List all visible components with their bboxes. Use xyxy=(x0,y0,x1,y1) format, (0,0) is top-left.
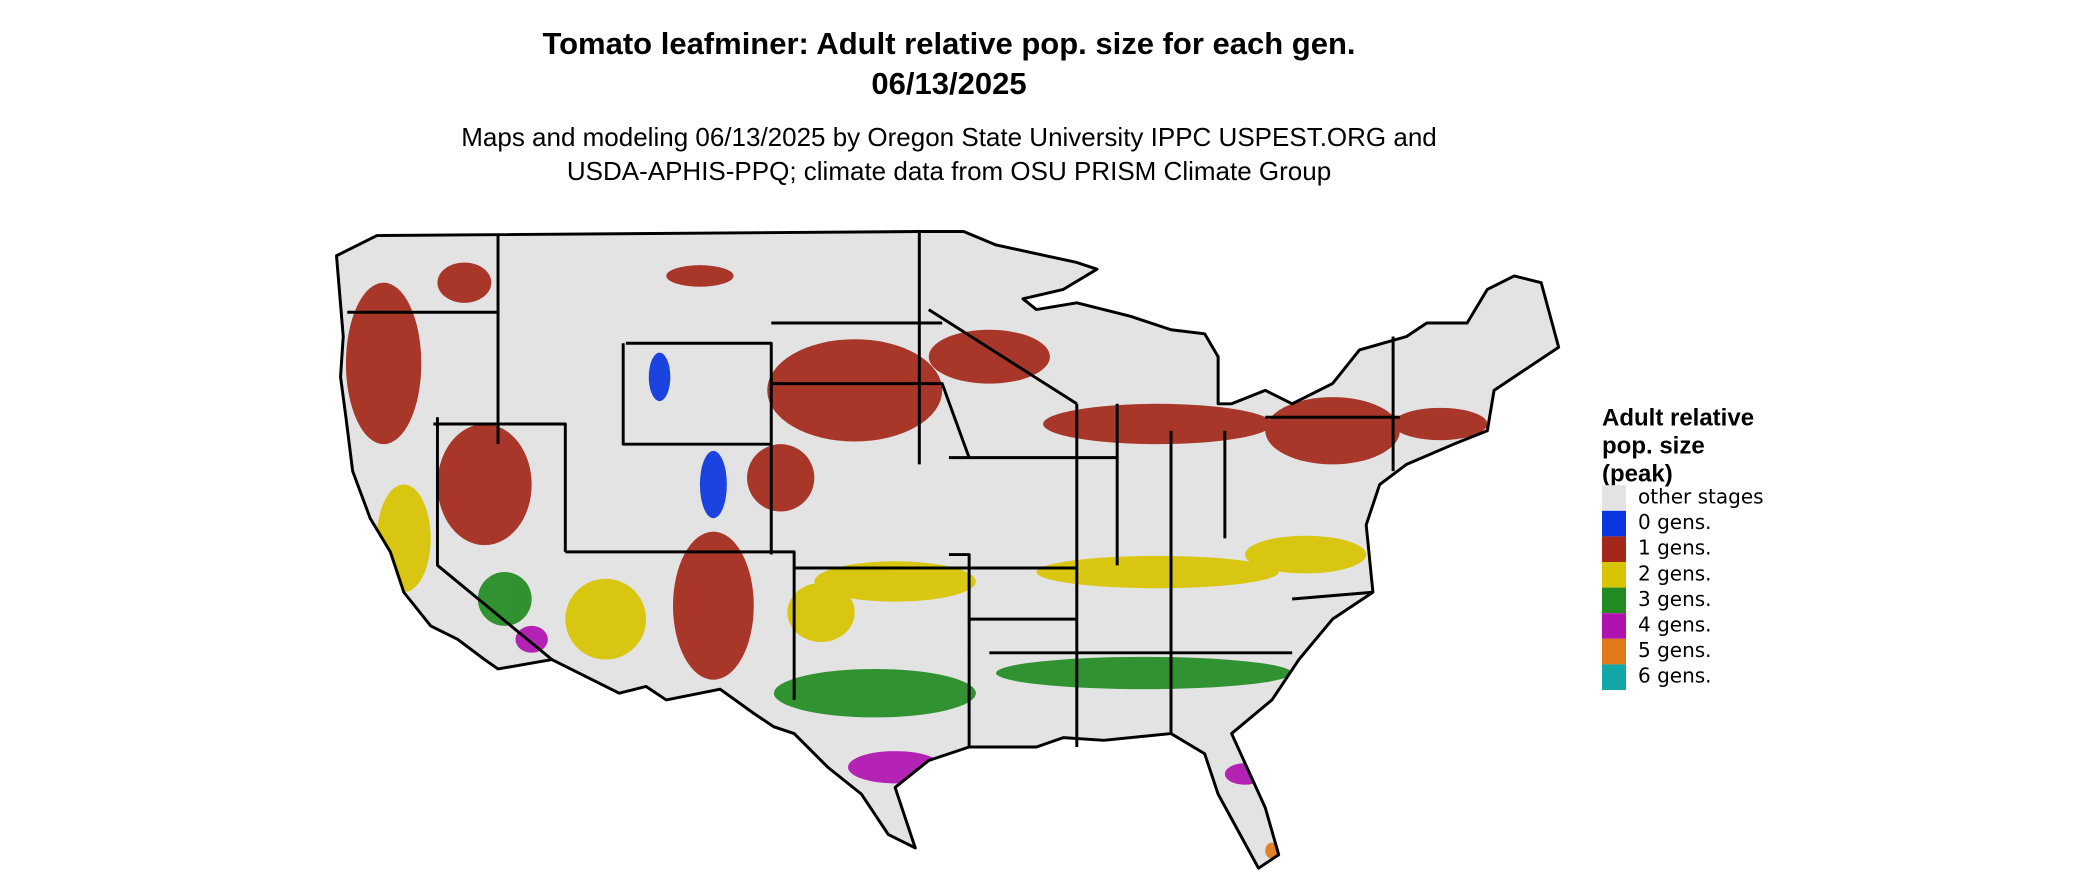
legend-swatch xyxy=(1602,485,1626,511)
legend-title: (peak) xyxy=(1602,460,1673,487)
map-region xyxy=(773,668,976,718)
map-region xyxy=(767,339,943,442)
land xyxy=(336,231,1559,869)
legend-label: 1 gens. xyxy=(1638,536,1712,560)
map-region xyxy=(345,282,422,445)
map-region xyxy=(1245,535,1367,574)
legend-swatch xyxy=(1602,613,1626,639)
legend-swatch xyxy=(1602,664,1626,690)
map-title: 06/13/2025 xyxy=(871,66,1026,101)
legend-label: 4 gens. xyxy=(1638,613,1712,637)
legend-label: 6 gens. xyxy=(1638,664,1712,688)
map-region xyxy=(437,262,492,303)
legend-title: Adult relative xyxy=(1602,404,1754,431)
map-region xyxy=(565,578,647,660)
map-region xyxy=(477,572,532,626)
map-region xyxy=(1043,403,1272,445)
legend-swatch xyxy=(1602,510,1626,537)
country-border xyxy=(335,230,1561,870)
map-region xyxy=(787,582,855,643)
map-region xyxy=(928,329,1050,384)
map-region xyxy=(1393,407,1488,441)
map-region xyxy=(996,656,1293,690)
map-region xyxy=(847,751,943,784)
map-region xyxy=(515,625,548,653)
legend-swatch xyxy=(1602,638,1626,665)
legend-label: 2 gens. xyxy=(1638,561,1712,585)
map-subtitle: USDA-APHIS-PPQ; climate data from OSU PR… xyxy=(567,156,1331,186)
us-map xyxy=(335,230,1561,870)
map-region xyxy=(699,450,727,519)
legend-swatch xyxy=(1602,562,1626,588)
legend: Adult relative pop. size (peak) other st… xyxy=(1602,404,1764,690)
map-region xyxy=(1265,397,1400,465)
map-subtitle: Maps and modeling 06/13/2025 by Oregon S… xyxy=(461,122,1437,152)
legend-title: pop. size xyxy=(1602,432,1705,459)
map-region xyxy=(814,561,976,602)
map-title: Tomato leafminer: Adult relative pop. si… xyxy=(542,26,1355,61)
map-region xyxy=(437,423,532,546)
map-region xyxy=(673,531,754,680)
legend-label: 0 gens. xyxy=(1638,510,1712,534)
map-region xyxy=(747,444,815,512)
map-region xyxy=(376,484,431,593)
map-region xyxy=(1036,555,1279,589)
map-region xyxy=(666,265,734,287)
map-region xyxy=(648,352,671,402)
legend-label: 3 gens. xyxy=(1638,587,1712,611)
legend-swatch xyxy=(1602,536,1626,562)
legend-label: 5 gens. xyxy=(1638,638,1712,662)
legend-label: other stages xyxy=(1638,485,1764,509)
state-border xyxy=(347,231,1400,748)
legend-swatch xyxy=(1602,587,1626,614)
